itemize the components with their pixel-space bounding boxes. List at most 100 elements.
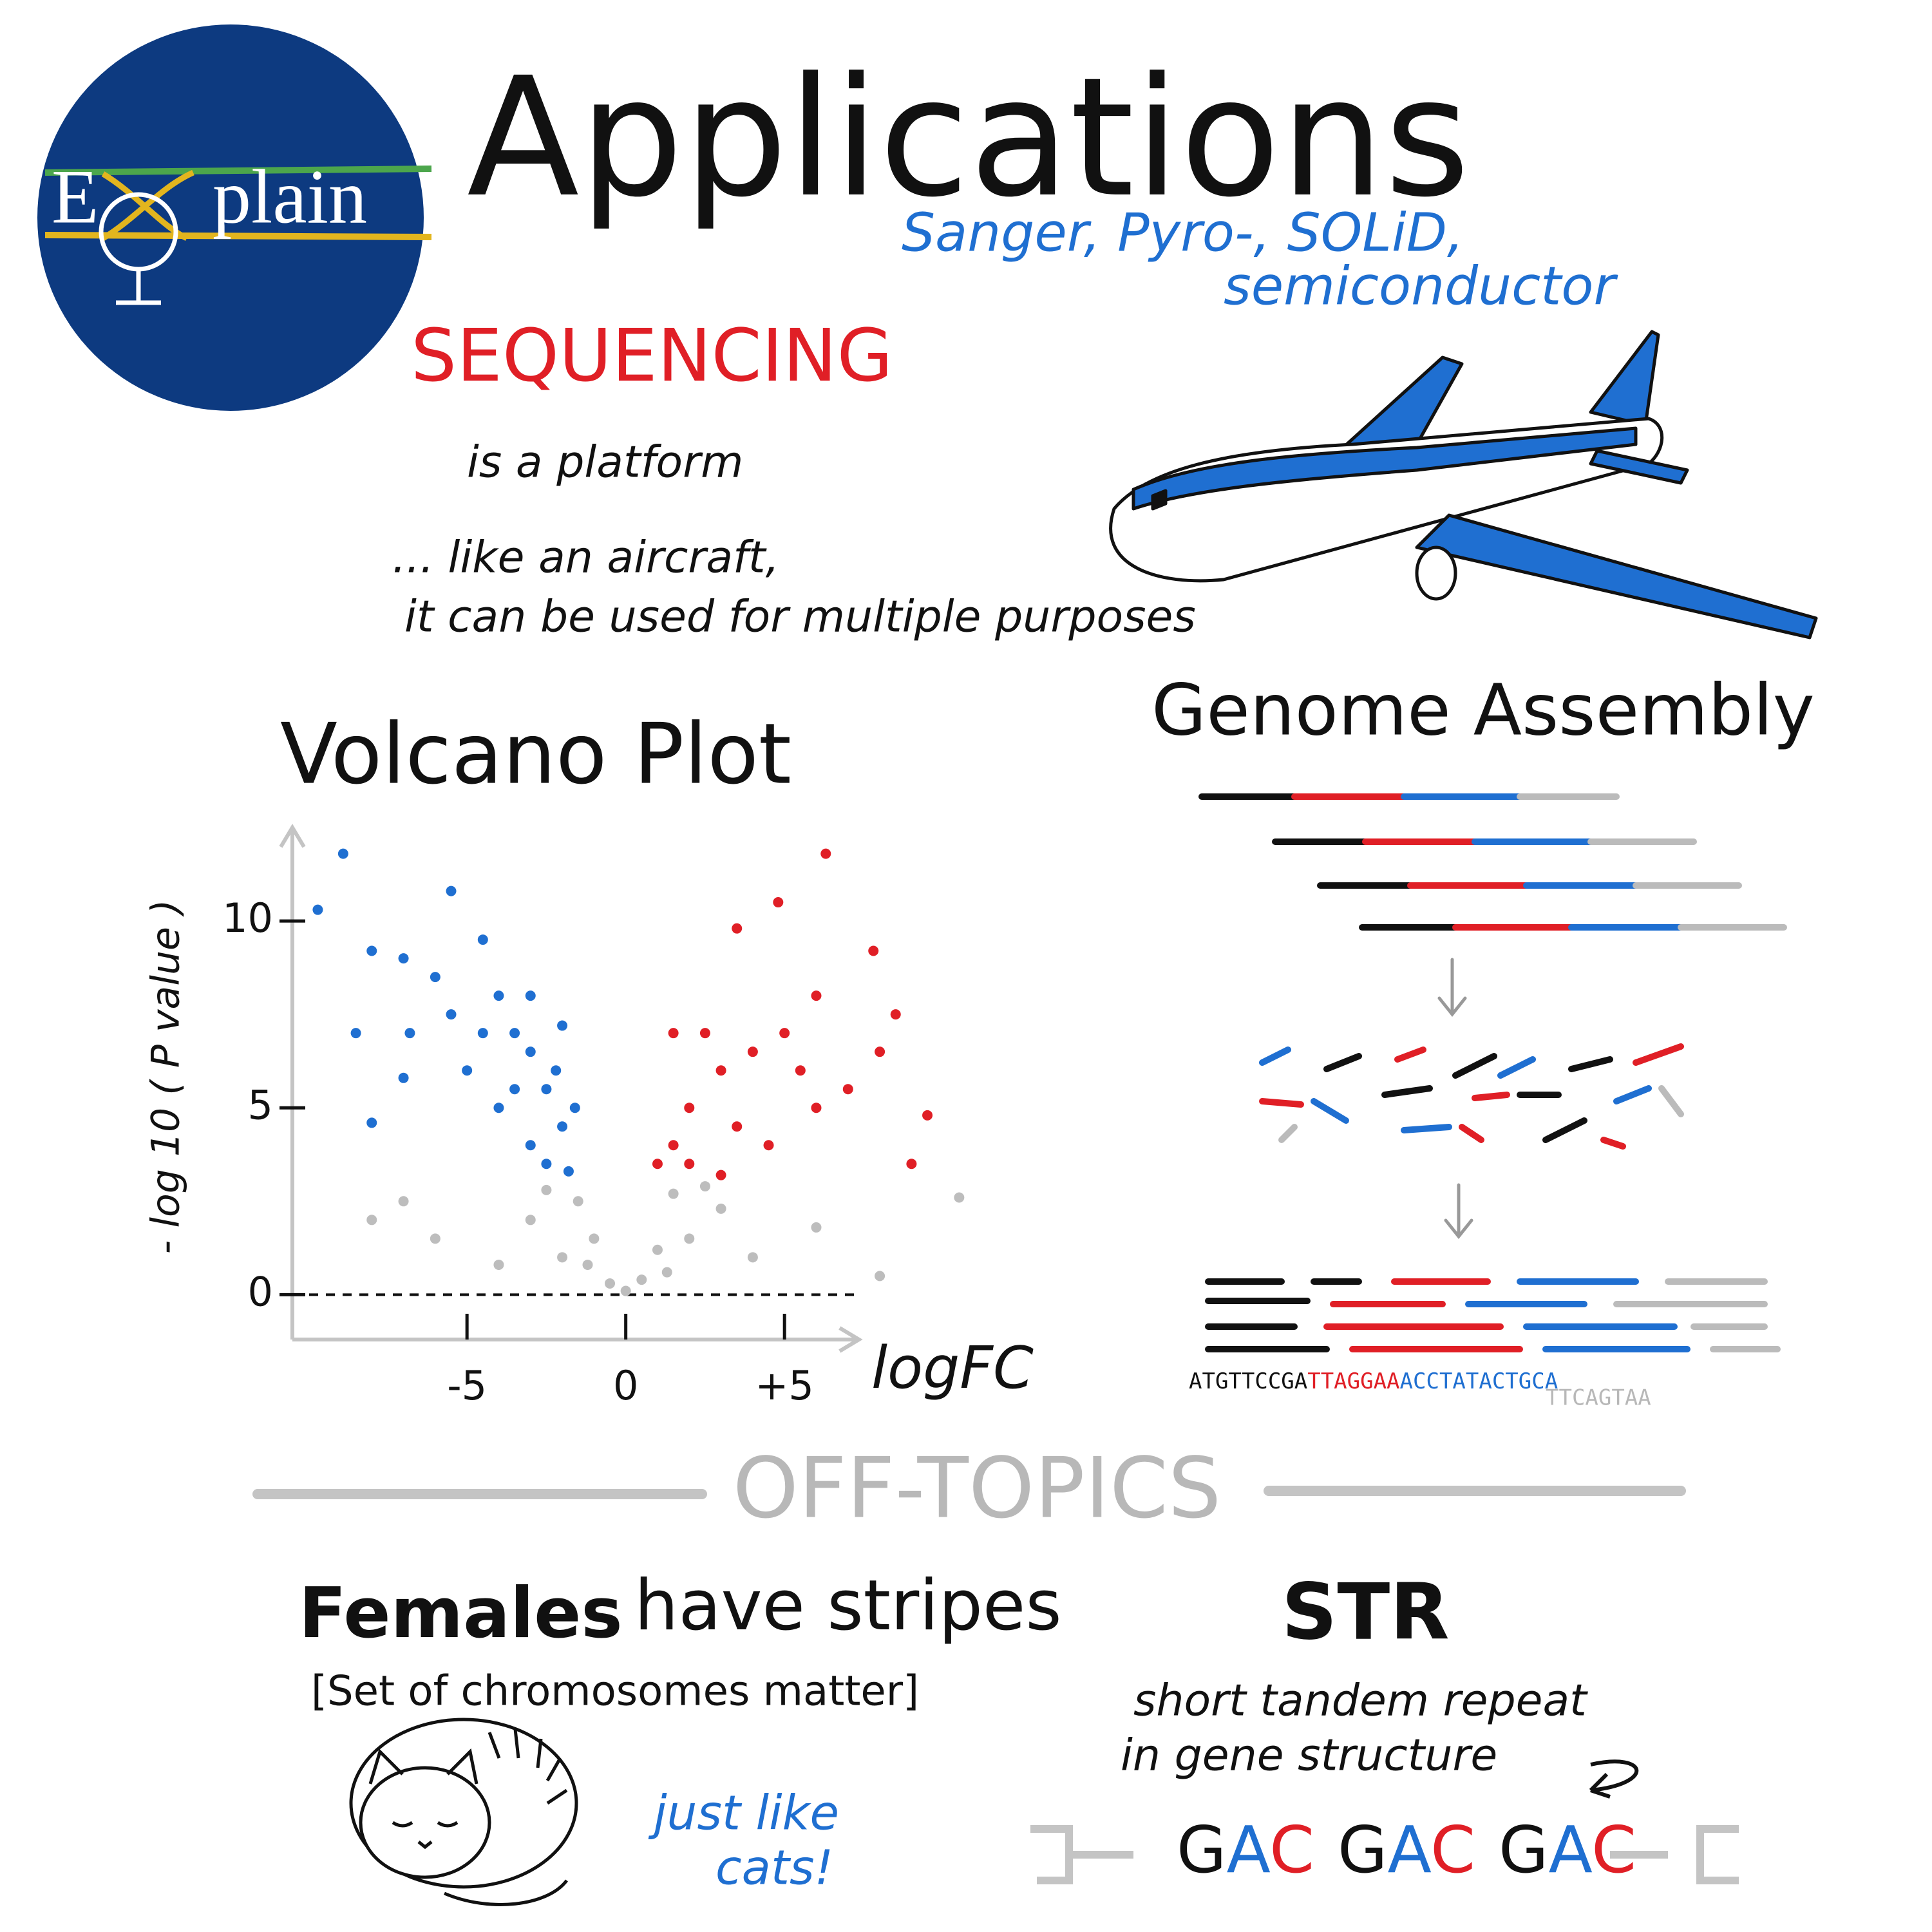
str-letter: G <box>1338 1812 1388 1888</box>
x-tick-label: -5 <box>447 1362 487 1409</box>
x-tick-label: +5 <box>755 1362 813 1409</box>
data-point <box>557 1121 568 1132</box>
data-point <box>563 1166 574 1177</box>
str-brackets <box>1030 1825 1739 1884</box>
data-point <box>541 1084 552 1095</box>
cat <box>349 1718 578 1906</box>
data-point <box>398 953 409 964</box>
str-letter: A <box>1549 1812 1593 1888</box>
data-point <box>715 1170 726 1180</box>
data-point <box>398 1196 409 1207</box>
females-note: [Set of chromosomes matter] <box>311 1668 919 1716</box>
data-point <box>811 1103 822 1113</box>
data-point <box>525 1215 536 1226</box>
str-repeat: GAC <box>1499 1812 1636 1888</box>
str-repeat: GAC <box>1177 1812 1314 1888</box>
data-point <box>747 1046 758 1057</box>
data-point <box>366 1117 377 1128</box>
fragments <box>1259 1043 1684 1150</box>
data-point <box>652 1244 663 1255</box>
str-letter: G <box>1499 1812 1549 1888</box>
data-point <box>875 1271 886 1282</box>
females-rest: have stripes <box>634 1566 1062 1646</box>
data-point <box>684 1159 695 1170</box>
data-point <box>493 990 504 1001</box>
data-point <box>525 1140 536 1151</box>
str-letter: A <box>1227 1812 1271 1888</box>
sequence-part: ACCTATACTGCA <box>1400 1368 1558 1394</box>
assembled-reads <box>1205 1278 1781 1352</box>
data-point <box>569 1103 580 1113</box>
data-point <box>668 1028 679 1039</box>
sequence-part: TTAGGAA <box>1307 1368 1399 1394</box>
y-tick-label: 5 <box>248 1081 273 1128</box>
data-point <box>842 1084 853 1095</box>
data-point <box>684 1233 695 1244</box>
cats-aside: cats! <box>715 1841 833 1896</box>
data-point <box>699 1028 710 1039</box>
y-axis <box>279 824 306 1340</box>
data-point <box>337 848 348 859</box>
data-point <box>811 1222 822 1233</box>
intro-line: it can be used for multiple purposes <box>404 592 1196 643</box>
data-point <box>509 1084 520 1095</box>
str-title: STR <box>1282 1568 1450 1658</box>
data-point <box>493 1103 504 1113</box>
str-line: in gene structure <box>1121 1730 1497 1781</box>
y-tick-label: 0 <box>248 1268 273 1315</box>
data-point <box>811 990 822 1001</box>
data-point <box>661 1267 672 1278</box>
data-point <box>446 886 457 896</box>
data-point <box>509 1028 520 1039</box>
data-point <box>493 1259 504 1270</box>
title: Applications <box>467 43 1470 234</box>
logo-left: E <box>52 154 99 240</box>
data-point <box>747 1252 758 1263</box>
volcano-title: Volcano Plot <box>280 705 791 803</box>
genome-assembly: Genome Assembly ATGTTCCGATTAGGAAACCTATAC… <box>1151 668 1815 1410</box>
str-letter: C <box>1591 1812 1636 1888</box>
str-repeat: GAC <box>1338 1812 1475 1888</box>
data-point <box>477 1028 488 1039</box>
data-point <box>541 1159 552 1170</box>
data-point <box>773 897 784 908</box>
data-point <box>636 1274 647 1285</box>
data-point <box>477 934 488 945</box>
data-point <box>763 1140 774 1151</box>
sequence-part: ATGTTCCGA <box>1189 1368 1307 1394</box>
divider-label: OFF-TOPICS <box>733 1439 1222 1537</box>
data-point <box>684 1103 695 1113</box>
data-point <box>954 1192 965 1203</box>
data-point <box>557 1020 568 1031</box>
data-point <box>551 1065 562 1076</box>
data-point <box>715 1065 726 1076</box>
data-point <box>430 1233 440 1244</box>
data-point <box>312 904 323 915</box>
data-point <box>620 1285 631 1296</box>
subtitle: semiconductor <box>1224 256 1618 317</box>
data-point <box>652 1159 663 1170</box>
logo: E plain <box>37 24 432 411</box>
females-bold: Females <box>299 1573 623 1654</box>
intro-line: ... like an aircraft, <box>392 533 779 583</box>
sequence-tail: TTCAGTAA <box>1546 1385 1651 1411</box>
y-tick-label: 10 <box>222 895 273 942</box>
x-axis-label: logFC <box>871 1334 1034 1402</box>
data-point <box>582 1259 593 1270</box>
data-point <box>668 1140 679 1151</box>
str-letter: C <box>1430 1812 1475 1888</box>
data-point <box>350 1028 361 1039</box>
sequence: ATGTTCCGATTAGGAAACCTATACTGCA <box>1189 1368 1558 1394</box>
data-point <box>715 1203 726 1214</box>
intro-line: is a platform <box>467 437 743 488</box>
data-point <box>699 1181 710 1192</box>
data-point <box>366 1215 377 1226</box>
data-point <box>875 1046 886 1057</box>
data-point <box>732 1121 743 1132</box>
data-point <box>462 1065 473 1076</box>
y-axis-label: - log 10 ( P value ) <box>144 900 189 1255</box>
data-point <box>573 1196 583 1207</box>
data-point <box>430 972 440 983</box>
data-point <box>557 1252 568 1263</box>
